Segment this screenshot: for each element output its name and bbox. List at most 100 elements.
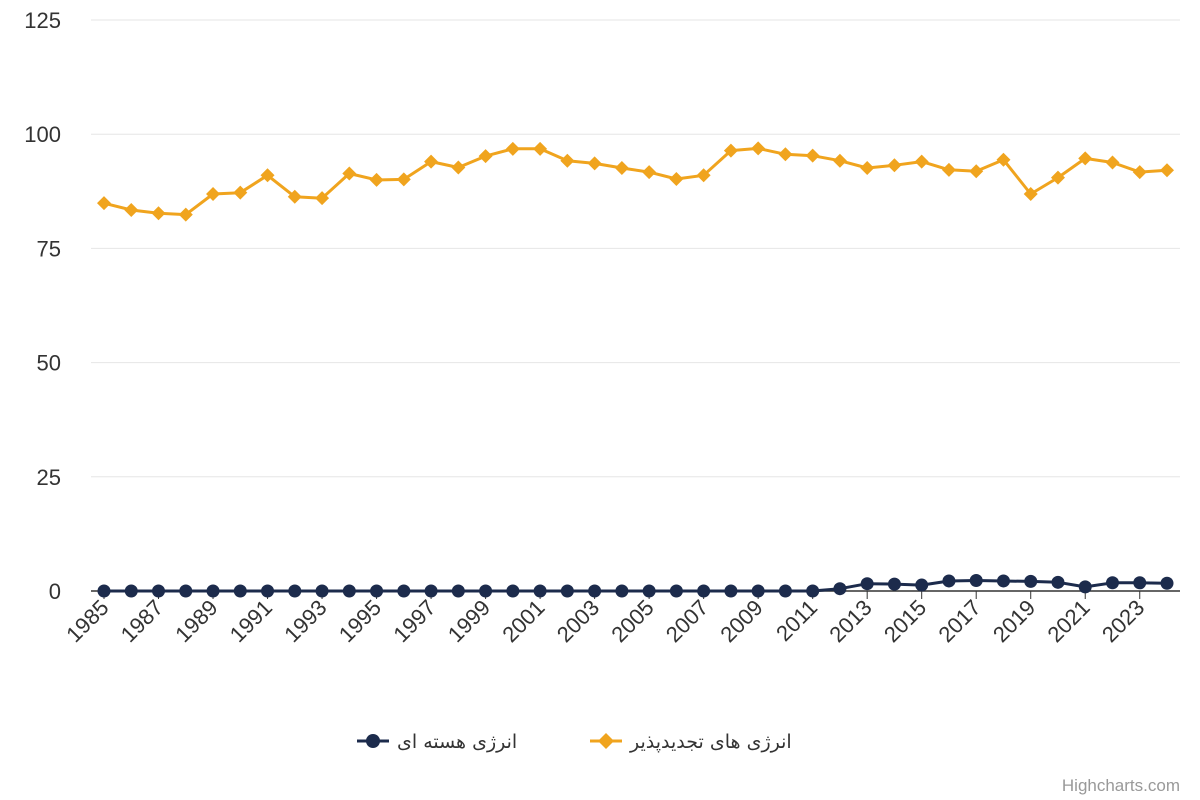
data-point[interactable]	[315, 584, 329, 598]
data-point[interactable]	[1050, 170, 1065, 185]
data-point[interactable]	[97, 196, 111, 211]
data-point[interactable]	[915, 578, 929, 592]
data-point[interactable]	[315, 191, 330, 206]
data-point[interactable]	[1078, 580, 1092, 594]
data-point[interactable]	[969, 573, 983, 587]
data-point[interactable]	[424, 154, 439, 169]
data-point[interactable]	[941, 162, 956, 177]
data-point[interactable]	[642, 584, 656, 598]
data-point[interactable]	[397, 584, 411, 598]
data-point[interactable]	[1132, 165, 1147, 180]
data-point[interactable]	[996, 152, 1011, 167]
data-point[interactable]	[996, 574, 1010, 588]
data-point[interactable]	[424, 584, 438, 598]
data-point[interactable]	[942, 574, 956, 588]
x-tick-label: 1987	[116, 595, 168, 647]
data-point[interactable]	[860, 161, 875, 176]
data-point[interactable]	[669, 171, 684, 186]
data-point[interactable]	[124, 584, 138, 598]
data-point[interactable]	[370, 584, 384, 598]
data-point[interactable]	[805, 148, 820, 163]
legend-item-renewable[interactable]: انرژی های تجدیدپذیر	[590, 731, 792, 753]
data-point[interactable]	[1133, 576, 1147, 590]
data-point[interactable]	[206, 584, 220, 598]
data-point[interactable]	[560, 584, 574, 598]
data-point[interactable]	[233, 584, 247, 598]
data-point[interactable]	[260, 168, 275, 183]
data-point[interactable]	[451, 584, 465, 598]
x-tick-label: 1989	[170, 595, 222, 647]
x-tick-label: 2013	[824, 595, 876, 647]
data-point[interactable]	[914, 154, 929, 169]
x-tick-label: 2023	[1097, 595, 1149, 647]
data-point[interactable]	[233, 185, 248, 200]
data-point[interactable]	[396, 172, 411, 187]
data-point[interactable]	[887, 158, 902, 173]
x-tick-label: 2001	[497, 595, 549, 647]
data-point[interactable]	[505, 141, 520, 156]
y-tick-label: 0	[49, 579, 61, 604]
x-tick-label: 1985	[61, 595, 113, 647]
x-tick-label: 1995	[334, 595, 386, 647]
data-point[interactable]	[533, 141, 548, 156]
data-point[interactable]	[206, 187, 221, 202]
data-point[interactable]	[588, 584, 602, 598]
data-point[interactable]	[1160, 163, 1174, 178]
data-point[interactable]	[288, 584, 302, 598]
data-point[interactable]	[1105, 155, 1120, 170]
data-point[interactable]	[669, 584, 683, 598]
data-point[interactable]	[506, 584, 520, 598]
data-point[interactable]	[1160, 576, 1174, 590]
data-point[interactable]	[724, 584, 738, 598]
data-point[interactable]	[832, 153, 847, 168]
data-point[interactable]	[1051, 575, 1065, 589]
legend-item-nuclear[interactable]: انرژی هسته ای	[357, 731, 517, 753]
data-point[interactable]	[342, 584, 356, 598]
data-point[interactable]	[179, 584, 193, 598]
data-point[interactable]	[478, 149, 493, 164]
data-point[interactable]	[152, 584, 166, 598]
data-point[interactable]	[696, 168, 711, 183]
series-group	[97, 141, 1174, 598]
x-tick-label: 2003	[552, 595, 604, 647]
data-point[interactable]	[261, 584, 275, 598]
data-point[interactable]	[178, 207, 193, 222]
data-point[interactable]	[723, 143, 738, 158]
data-point[interactable]	[751, 584, 765, 598]
legend: انرژی هسته ای انرژی های تجدیدپذیر	[357, 731, 792, 753]
data-point[interactable]	[860, 577, 874, 591]
data-point[interactable]	[287, 189, 302, 204]
data-point[interactable]	[642, 165, 657, 180]
data-point[interactable]	[1105, 576, 1119, 590]
data-point[interactable]	[751, 141, 766, 156]
data-point[interactable]	[369, 172, 384, 187]
x-axis: 1985 1987 1989 1991 1993 1995 1997 1999 2001 2003…	[61, 591, 1149, 647]
x-tick-label: 2015	[879, 595, 931, 647]
data-point[interactable]	[1024, 574, 1038, 588]
data-point[interactable]	[697, 584, 711, 598]
data-point[interactable]	[587, 156, 602, 171]
data-point[interactable]	[614, 161, 629, 176]
data-point[interactable]	[833, 582, 847, 596]
data-point[interactable]	[124, 203, 139, 218]
data-point[interactable]	[806, 584, 820, 598]
data-point[interactable]	[342, 166, 357, 181]
data-point[interactable]	[887, 577, 901, 591]
data-point[interactable]	[969, 164, 984, 179]
data-point[interactable]	[560, 153, 575, 168]
data-point[interactable]	[451, 160, 466, 175]
data-point[interactable]	[533, 584, 547, 598]
data-point[interactable]	[479, 584, 493, 598]
x-tick-label: 1997	[388, 595, 440, 647]
series-line	[103, 146, 1168, 217]
data-point[interactable]	[778, 584, 792, 598]
data-point[interactable]	[615, 584, 629, 598]
credits-link[interactable]: Highcharts.com	[1062, 776, 1180, 795]
y-tick-label: 125	[24, 8, 61, 33]
data-point[interactable]	[1023, 187, 1038, 202]
data-point[interactable]	[1078, 151, 1093, 166]
data-point[interactable]	[778, 147, 793, 162]
x-tick-label: 2005	[606, 595, 658, 647]
data-point[interactable]	[151, 206, 166, 221]
data-point[interactable]	[97, 584, 111, 598]
